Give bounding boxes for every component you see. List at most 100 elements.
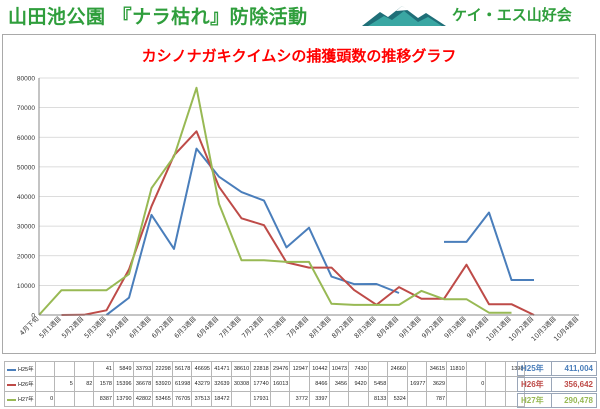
x-tick-label: 8月4週目 <box>374 314 400 340</box>
table-cell: 16013 <box>269 376 291 392</box>
table-cell <box>269 391 291 407</box>
table-cell: 3397 <box>308 391 330 407</box>
table-cell: 38610 <box>230 361 252 377</box>
row-label: H26年 <box>4 376 36 392</box>
table-cell: 3629 <box>426 376 448 392</box>
table-cell: 8466 <box>308 376 330 392</box>
table-cell: 53920 <box>152 376 173 392</box>
total-label: H27年 <box>518 394 552 407</box>
table-cell <box>485 391 506 407</box>
x-tick-label: 9月2週目 <box>419 314 445 340</box>
x-tick-label: 6月2週目 <box>149 314 175 340</box>
x-tick-label: 8月1週目 <box>307 314 333 340</box>
table-cell: 0 <box>465 376 487 392</box>
table-cell <box>485 376 506 392</box>
legend-swatch <box>7 398 16 401</box>
table-cell <box>387 376 408 392</box>
table-cell: 15396 <box>112 376 134 392</box>
total-row: H27年 290,478 <box>517 393 597 408</box>
table-cell <box>34 361 56 377</box>
table-cell: 56178 <box>171 361 193 377</box>
table-cell: 46695 <box>191 361 212 377</box>
chart-svg: カシノナガキクイムシの捕獲頭数の推移グラフ 0 10000 20000 30000 40… <box>17 47 595 343</box>
table-cell: 41 <box>93 361 114 377</box>
table-cell: 22298 <box>152 361 173 377</box>
table-cell: 13790 <box>112 391 134 407</box>
table-cell <box>289 376 310 392</box>
table-row: H26年 5 82 1578 15396 36678 53920 61998 43279 3263… <box>4 376 526 392</box>
legend-swatch <box>7 383 16 386</box>
table-cell: 5 <box>54 376 75 392</box>
x-tick-label: 7月3週目 <box>262 314 288 340</box>
table-cell <box>73 361 95 377</box>
row-label: H27年 <box>4 391 36 407</box>
table-cell: 18472 <box>210 391 232 407</box>
y-tick-label: 10000 <box>17 283 35 290</box>
y-tick-label: 60000 <box>17 135 35 142</box>
table-cell: 82 <box>73 376 95 392</box>
y-tick-label: 30000 <box>17 224 35 231</box>
total-row: H25年 411,004 <box>517 361 597 376</box>
x-tick-label: 5月4週目 <box>104 314 130 340</box>
x-tick-label: 9月1週目 <box>397 314 423 340</box>
y-tick-label: 80000 <box>17 76 35 83</box>
table-cell: 17931 <box>250 391 271 407</box>
table-cell: 43279 <box>191 376 212 392</box>
table-cell: 787 <box>426 391 448 407</box>
table-cell: 41471 <box>210 361 232 377</box>
table-cell: 17740 <box>250 376 271 392</box>
x-tick-label: 5月3週目 <box>82 314 108 340</box>
table-cell: 34615 <box>426 361 448 377</box>
x-tick-label: 6月3週目 <box>172 314 198 340</box>
table-cell: 29476 <box>269 361 291 377</box>
table-cell: 11810 <box>446 361 467 377</box>
table-cell: 10442 <box>308 361 330 377</box>
series-line-1 <box>107 149 580 315</box>
table-cell: 36678 <box>132 376 154 392</box>
series-line-3 <box>38 86 512 316</box>
table-cell <box>54 391 75 407</box>
table-cell: 76705 <box>171 391 193 407</box>
totals-box: H25年 411,004 H26年 356,642 H27年 290,478 <box>517 361 597 409</box>
table-cell: 1578 <box>93 376 114 392</box>
y-tick-label: 50000 <box>17 164 35 171</box>
table-cell: 5849 <box>112 361 134 377</box>
table-cell: 3772 <box>289 391 310 407</box>
table-cell: 22818 <box>250 361 271 377</box>
series-line-2 <box>61 130 535 316</box>
table-cell: 37513 <box>191 391 212 407</box>
table-cell <box>446 391 467 407</box>
legend-swatch <box>7 368 16 371</box>
table-cell <box>54 361 75 377</box>
table-cell <box>73 391 95 407</box>
table-cell <box>465 361 487 377</box>
chart-title: カシノナガキクイムシの捕獲頭数の推移グラフ <box>142 47 457 65</box>
x-tick-label: 5月1週目 <box>37 314 63 340</box>
total-label: H25年 <box>518 362 552 375</box>
x-tick-label: 7月1週目 <box>217 314 243 340</box>
table-cell <box>230 391 252 407</box>
table-cell: 32639 <box>210 376 232 392</box>
table-row: H25年 41 5849 33793 22298 56178 46695 41471 38610… <box>4 361 526 377</box>
table-cell <box>34 376 56 392</box>
page-title: 山田池公園 『ナラ枯れ』防除活動 <box>8 6 308 28</box>
x-tick-label: 6月1週目 <box>127 314 153 340</box>
table-cell: 24660 <box>387 361 408 377</box>
table-cell: 9420 <box>348 376 369 392</box>
table-cell: 16977 <box>406 376 428 392</box>
table-cell: 5458 <box>367 376 389 392</box>
table-cell <box>485 361 506 377</box>
table-cell <box>348 391 369 407</box>
y-tick-label: 70000 <box>17 105 35 112</box>
table-cell: 3456 <box>328 376 350 392</box>
table-cell: 5324 <box>387 391 408 407</box>
total-row: H26年 356,642 <box>517 377 597 392</box>
table-cell <box>367 361 389 377</box>
table-cell <box>504 391 526 407</box>
mountain-logo <box>362 6 446 26</box>
org-name: ケイ・エス山好会 <box>452 6 572 24</box>
total-value: 411,004 <box>564 364 593 373</box>
table-cell: 42802 <box>132 391 154 407</box>
x-tick-label: 9月3週目 <box>442 314 468 340</box>
table-cell: 53465 <box>152 391 173 407</box>
